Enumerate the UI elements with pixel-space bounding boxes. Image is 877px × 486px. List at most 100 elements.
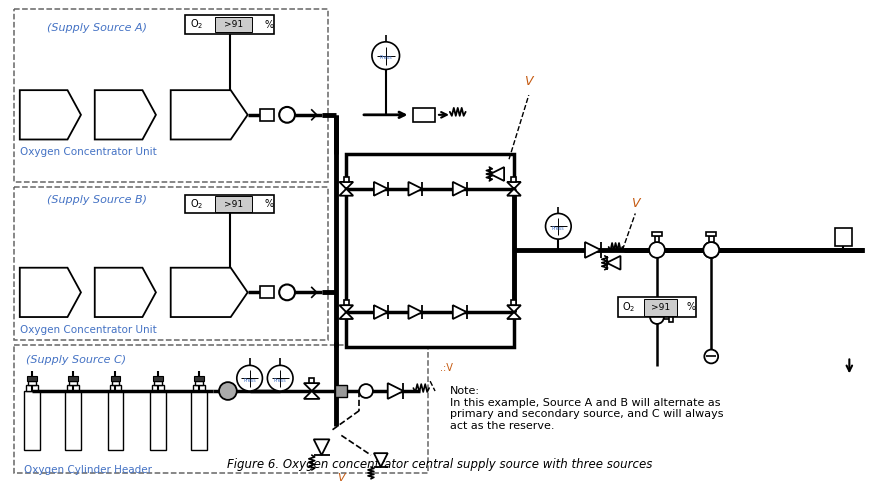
Bar [152, 385, 164, 391]
Bar [14, 345, 428, 473]
Bar [511, 177, 516, 182]
Polygon shape [408, 305, 422, 319]
Circle shape [218, 382, 237, 400]
Text: %: % [265, 199, 274, 209]
Text: Oxygen Cylinder Header: Oxygen Cylinder Header [24, 465, 152, 475]
Polygon shape [20, 268, 81, 317]
Polygon shape [303, 383, 319, 399]
Bar [150, 391, 166, 450]
Polygon shape [313, 439, 329, 455]
Circle shape [702, 242, 718, 258]
Polygon shape [507, 182, 520, 196]
Bar [14, 187, 327, 340]
Text: Oxygen Concentrator Unit: Oxygen Concentrator Unit [20, 325, 156, 335]
Circle shape [359, 384, 373, 398]
Text: Figure 6. Oxygen concentrator central supply source with three sources: Figure 6. Oxygen concentrator central su… [227, 458, 652, 471]
Bar [344, 177, 348, 182]
Bar [617, 297, 695, 317]
Polygon shape [339, 182, 353, 196]
Polygon shape [507, 305, 520, 319]
Bar [413, 108, 435, 122]
Polygon shape [408, 182, 422, 196]
Polygon shape [374, 182, 388, 196]
Circle shape [372, 42, 399, 69]
Bar [708, 236, 713, 242]
Text: .:V: .:V [439, 364, 453, 373]
Bar [344, 300, 348, 305]
Text: Press: Press [274, 378, 286, 382]
Bar [185, 195, 274, 213]
Circle shape [279, 107, 295, 122]
Bar [215, 17, 252, 33]
Text: O$_2$: O$_2$ [622, 300, 635, 314]
Text: V: V [631, 196, 638, 209]
Text: Press: Press [552, 226, 564, 231]
Polygon shape [606, 256, 620, 270]
Bar [191, 391, 207, 450]
Bar [663, 314, 669, 319]
Bar [194, 376, 204, 381]
Text: Note:
In this example, Source A and B will alternate as
primary and secondary so: Note: In this example, Source A and B wi… [449, 386, 723, 431]
Bar [153, 381, 161, 385]
Polygon shape [388, 383, 403, 399]
Circle shape [703, 349, 717, 364]
Text: Oxygen Concentrator Unit: Oxygen Concentrator Unit [20, 147, 156, 157]
Bar [153, 376, 162, 381]
Text: >91: >91 [650, 303, 669, 312]
Bar [335, 385, 347, 397]
Circle shape [649, 310, 663, 324]
Bar [26, 376, 37, 381]
Polygon shape [374, 305, 388, 319]
Bar [260, 286, 274, 298]
Bar [67, 385, 79, 391]
Polygon shape [453, 182, 466, 196]
Bar [834, 228, 852, 246]
Circle shape [545, 213, 571, 239]
Text: %: % [686, 302, 695, 312]
Bar [69, 381, 77, 385]
Polygon shape [339, 305, 353, 319]
Bar [111, 381, 119, 385]
Circle shape [648, 242, 664, 258]
Text: V: V [524, 75, 532, 88]
Text: >91: >91 [224, 200, 243, 208]
Bar [260, 109, 274, 121]
Bar [185, 15, 274, 34]
Circle shape [267, 365, 293, 391]
Text: Press: Press [379, 55, 392, 60]
Text: %: % [265, 19, 274, 30]
Circle shape [279, 284, 295, 300]
Text: (Supply Source C): (Supply Source C) [25, 354, 125, 364]
Polygon shape [374, 453, 388, 467]
Bar [108, 391, 123, 450]
Bar [196, 381, 203, 385]
Text: >91: >91 [224, 20, 243, 29]
Bar [705, 232, 716, 236]
Bar [28, 381, 36, 385]
Bar [652, 232, 661, 236]
Bar [309, 378, 314, 383]
Circle shape [702, 242, 718, 258]
Bar [65, 391, 81, 450]
Bar [24, 391, 39, 450]
Bar [346, 154, 513, 347]
Bar [668, 312, 672, 322]
Text: Press: Press [243, 378, 256, 382]
Polygon shape [170, 268, 247, 317]
Text: V: V [337, 473, 345, 483]
Text: O$_2$: O$_2$ [190, 17, 203, 32]
Polygon shape [584, 242, 600, 258]
Text: O$_2$: O$_2$ [190, 197, 203, 211]
Bar [110, 385, 121, 391]
Bar [643, 299, 676, 315]
Polygon shape [453, 305, 466, 319]
Text: (Supply Source B): (Supply Source B) [47, 195, 147, 205]
Polygon shape [20, 90, 81, 139]
Bar [25, 385, 38, 391]
Polygon shape [489, 167, 503, 181]
Polygon shape [170, 90, 247, 139]
Bar [215, 196, 252, 212]
Bar [14, 9, 327, 182]
Polygon shape [95, 90, 156, 139]
Circle shape [237, 365, 262, 391]
